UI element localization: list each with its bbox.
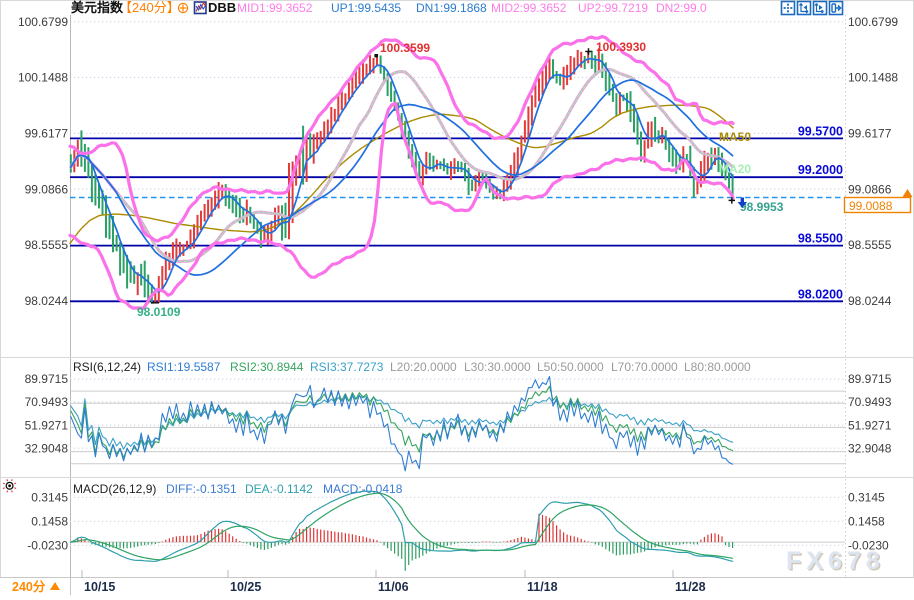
svg-text:RSI3:37.7273: RSI3:37.7273 (310, 360, 384, 374)
svg-text:100.6799: 100.6799 (18, 15, 68, 29)
svg-text:100.3599: 100.3599 (380, 41, 430, 55)
svg-text:0.1458: 0.1458 (848, 515, 885, 529)
svg-text:0.1458: 0.1458 (31, 515, 68, 529)
svg-text:98.5555: 98.5555 (25, 238, 69, 252)
svg-text:RSI2:30.8944: RSI2:30.8944 (230, 360, 304, 374)
svg-text:11/06: 11/06 (378, 580, 409, 594)
svg-text:89.9715: 89.9715 (25, 372, 69, 386)
svg-text:10/25: 10/25 (230, 580, 261, 594)
svg-text:100.1488: 100.1488 (18, 71, 68, 85)
svg-text:美元指数: 美元指数 (71, 0, 124, 15)
svg-text:100.1488: 100.1488 (848, 71, 898, 85)
svg-text:99.0866: 99.0866 (848, 182, 892, 196)
svg-text:L80:80.0000: L80:80.0000 (684, 360, 751, 374)
svg-text:99.0088: 99.0088 (849, 199, 893, 213)
svg-text:32.9048: 32.9048 (848, 441, 892, 455)
svg-text:10/15: 10/15 (84, 580, 115, 594)
svg-text:-0.0230: -0.0230 (848, 539, 889, 553)
svg-text:98.0244: 98.0244 (25, 294, 69, 308)
svg-text:DIFF:-0.1351: DIFF:-0.1351 (166, 482, 237, 496)
svg-text:89.9715: 89.9715 (848, 372, 892, 386)
svg-text:MID1:99.3652: MID1:99.3652 (237, 1, 313, 15)
svg-text:98.0244: 98.0244 (848, 294, 892, 308)
svg-text:L70:70.0000: L70:70.0000 (611, 360, 678, 374)
svg-text:L20:20.0000: L20:20.0000 (390, 360, 457, 374)
svg-text:L50:50.0000: L50:50.0000 (537, 360, 604, 374)
svg-text:51.9271: 51.9271 (25, 418, 69, 432)
svg-text:11/28: 11/28 (675, 580, 706, 594)
svg-text:99.6177: 99.6177 (25, 127, 69, 141)
svg-text:UP1:99.5435: UP1:99.5435 (331, 1, 401, 15)
svg-text:51.9271: 51.9271 (848, 418, 892, 432)
svg-text:99.5700: 99.5700 (798, 124, 843, 138)
svg-text:70.9493: 70.9493 (848, 395, 892, 409)
svg-text:0.3145: 0.3145 (848, 491, 885, 505)
svg-text:98.5500: 98.5500 (798, 232, 843, 246)
svg-text:100.3930: 100.3930 (596, 40, 646, 54)
svg-text:MID2:99.3652: MID2:99.3652 (491, 1, 567, 15)
svg-text:【240分】: 【240分】 (119, 0, 180, 15)
svg-text:RSI1:19.5587: RSI1:19.5587 (147, 360, 221, 374)
svg-text:RSI(6,12,24): RSI(6,12,24) (73, 360, 141, 374)
svg-text:DN1:99.1868: DN1:99.1868 (416, 1, 487, 15)
svg-text:MA20: MA20 (719, 162, 751, 176)
svg-text:L30:30.0000: L30:30.0000 (464, 360, 531, 374)
svg-text:MA50: MA50 (719, 130, 751, 144)
svg-text:70.9493: 70.9493 (25, 395, 69, 409)
svg-text:MACD:-0.0418: MACD:-0.0418 (323, 482, 403, 496)
svg-text:11/18: 11/18 (527, 580, 558, 594)
svg-text:DEA:-0.1142: DEA:-0.1142 (245, 482, 313, 496)
svg-text:240分: 240分 (12, 579, 46, 594)
svg-text:0.3145: 0.3145 (31, 491, 68, 505)
svg-text:99.2000: 99.2000 (798, 163, 843, 177)
svg-text:32.9048: 32.9048 (25, 441, 69, 455)
svg-text:FX678: FX678 (788, 549, 887, 577)
svg-text:UP2:99.7219: UP2:99.7219 (578, 1, 648, 15)
svg-text:98.0200: 98.0200 (798, 287, 843, 301)
svg-text:DN2:99.0: DN2:99.0 (656, 1, 707, 15)
svg-text:98.0109: 98.0109 (137, 305, 181, 319)
svg-text:MACD(26,12,9): MACD(26,12,9) (73, 482, 156, 496)
svg-text:-0.0230: -0.0230 (27, 539, 68, 553)
svg-text:FX678: FX678 (786, 547, 885, 575)
svg-text:98.5555: 98.5555 (848, 238, 892, 252)
svg-text:98.9953: 98.9953 (740, 200, 784, 214)
svg-text:99.0866: 99.0866 (25, 182, 69, 196)
svg-text:100.6799: 100.6799 (848, 15, 898, 29)
svg-text:99.6177: 99.6177 (848, 127, 892, 141)
svg-text:DBB: DBB (208, 0, 236, 15)
